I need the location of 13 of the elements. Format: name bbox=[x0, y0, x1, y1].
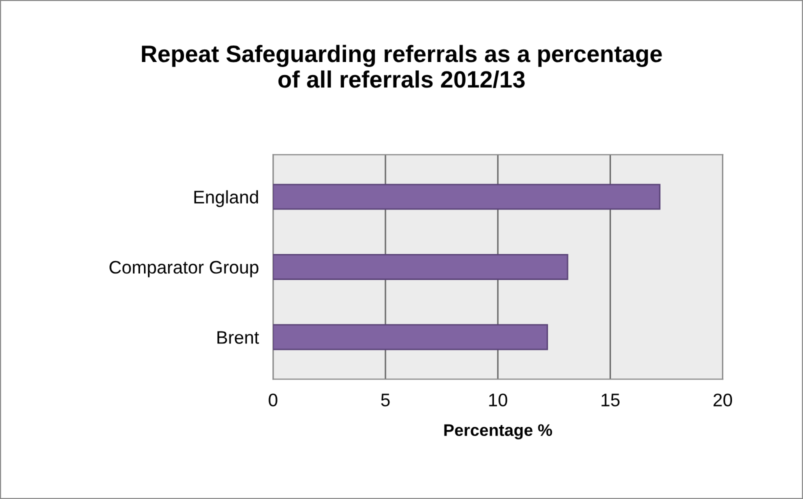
x-axis-title: Percentage % bbox=[444, 424, 552, 440]
y-tick-label: England bbox=[194, 190, 258, 208]
x-tick-label: 5 bbox=[381, 394, 390, 406]
x-tick-label: 0 bbox=[268, 394, 278, 406]
bar bbox=[273, 324, 548, 350]
x-tick-label: 20 bbox=[714, 394, 732, 406]
bar bbox=[273, 254, 568, 280]
chart-title: Repeat Safeguarding referrals as a percentage of all referrals 2012/13 bbox=[142, 44, 662, 88]
x-tick-label: 10 bbox=[489, 394, 508, 406]
x-tick-label: 15 bbox=[602, 394, 620, 406]
y-tick-label: Brent bbox=[217, 331, 259, 344]
bar bbox=[273, 184, 660, 210]
y-tick-label: Comparator Group bbox=[110, 260, 258, 278]
